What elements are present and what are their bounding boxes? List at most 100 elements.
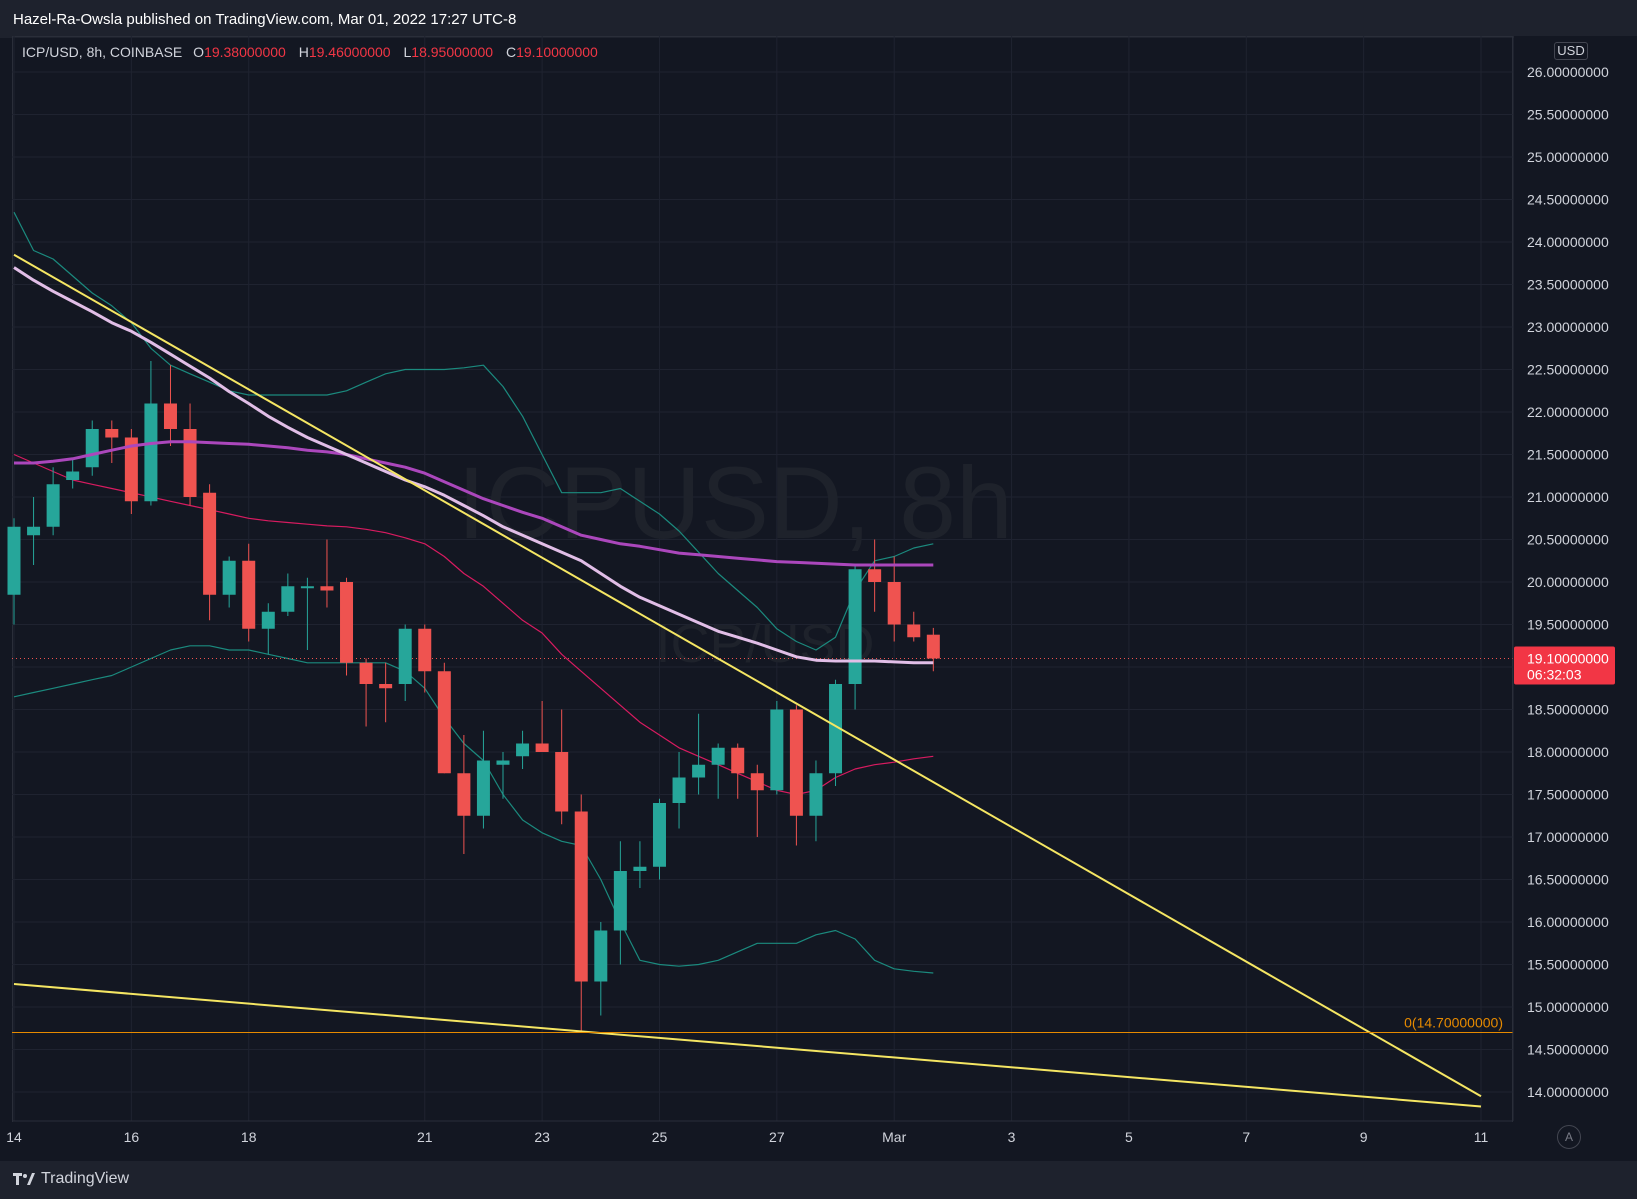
price-tick-label: 22.00000000: [1527, 404, 1609, 420]
time-tick-label: 3: [1008, 1129, 1016, 1145]
candle-body: [261, 611, 275, 629]
legend-low-key: L: [403, 44, 412, 60]
tradingview-logo-icon: [13, 1173, 35, 1185]
auto-scale-button[interactable]: A: [1557, 1125, 1581, 1149]
candle-body: [887, 582, 901, 625]
legend-open-key: O: [193, 44, 205, 60]
candle-body: [868, 569, 882, 582]
candle-body: [848, 569, 862, 684]
candle-body: [300, 586, 314, 589]
candle-body: [613, 871, 627, 931]
candle-body: [829, 684, 843, 774]
tradingview-logo[interactable]: TradingView: [13, 1170, 129, 1188]
price-tick-label: 25.00000000: [1527, 149, 1609, 165]
time-tick-label: 11: [1474, 1129, 1489, 1145]
candle-body: [750, 773, 764, 791]
candle-body: [907, 624, 921, 638]
price-tick-label: 18.00000000: [1527, 744, 1609, 760]
price-tick-label: 17.50000000: [1527, 787, 1609, 803]
price-tick-label: 26.00000000: [1527, 64, 1609, 80]
candle-body: [85, 429, 99, 468]
candle-body: [789, 709, 803, 816]
price-tag-countdown: 06:32:03: [1527, 667, 1582, 683]
bb-upper-line: [13, 211, 934, 651]
price-tick-label: 17.00000000: [1527, 829, 1609, 845]
legend-symbol: ICP/USD, 8h, COINBASE: [22, 44, 183, 60]
time-tick-label: 27: [769, 1129, 785, 1145]
candle-body: [672, 777, 686, 803]
candle-body: [144, 403, 158, 502]
candle-body: [340, 582, 354, 663]
symbol-watermark: ICPUSD, 8h: [457, 446, 1013, 560]
candle-body: [770, 709, 784, 791]
candle-body: [516, 743, 530, 757]
time-tick-label: Mar: [882, 1129, 906, 1145]
header-bar: [0, 0, 1637, 38]
trendline: [13, 253, 1482, 1098]
price-tick-label: 15.50000000: [1527, 957, 1609, 973]
legend-close-key: C: [505, 44, 517, 60]
candle-body: [476, 760, 490, 816]
price-axis-panel: [1514, 36, 1637, 1122]
legend-high-key: H: [298, 44, 309, 60]
price-tick-label: 23.00000000: [1527, 319, 1609, 335]
ma-slow-line: [14, 440, 934, 567]
legend-low: 18.95000000: [411, 44, 494, 60]
price-tag-box: [1514, 646, 1615, 685]
tradingview-brand: TradingView: [41, 1170, 130, 1187]
candle-body: [66, 471, 80, 480]
candle-body: [281, 586, 295, 612]
candle-body: [809, 773, 823, 816]
candle-body: [731, 747, 745, 774]
price-tick-label: 25.50000000: [1527, 107, 1609, 123]
bb-lower-line: [13, 645, 934, 974]
candlestick-series: [7, 361, 940, 1033]
fib-level-label: 0(14.70000000): [1404, 1015, 1503, 1031]
candle-body: [555, 752, 569, 812]
time-tick-label: 18: [241, 1129, 257, 1145]
legend-high: 19.46000000: [308, 44, 391, 60]
time-axis-panel: [12, 1122, 1637, 1161]
candle-body: [242, 560, 256, 629]
candle-body: [7, 526, 21, 595]
bb-basis-line: [13, 453, 934, 796]
candle-body: [320, 586, 334, 591]
footer-bar: [0, 1161, 1637, 1199]
price-tick-label: 20.50000000: [1527, 532, 1609, 548]
time-tick-label: 23: [534, 1129, 550, 1145]
candle-body: [222, 560, 236, 595]
candle-body: [574, 811, 588, 982]
price-tick-label: 22.50000000: [1527, 362, 1609, 378]
price-tick-label: 20.00000000: [1527, 574, 1609, 590]
candle-body: [124, 437, 138, 502]
time-tick-label: 5: [1125, 1129, 1133, 1145]
candle-body: [926, 634, 940, 659]
candle-body: [163, 403, 177, 429]
candle-body: [379, 684, 393, 689]
candle-body: [359, 662, 373, 684]
time-tick-label: 7: [1242, 1129, 1250, 1145]
time-tick-label: 16: [124, 1129, 140, 1145]
candle-body: [692, 764, 706, 778]
currency-badge[interactable]: USD: [1554, 42, 1588, 60]
price-tick-label: 24.00000000: [1527, 234, 1609, 250]
price-tick-label: 21.00000000: [1527, 489, 1609, 505]
candle-body: [418, 628, 432, 672]
price-tick-label: 16.50000000: [1527, 872, 1609, 888]
candle-body: [711, 747, 725, 765]
price-tick-label: 16.00000000: [1527, 914, 1609, 930]
time-tick-label: 9: [1360, 1129, 1368, 1145]
candle-body: [183, 429, 197, 497]
price-tick-label: 18.50000000: [1527, 702, 1609, 718]
time-tick-label: 14: [6, 1129, 22, 1145]
time-tick-label: 25: [652, 1129, 668, 1145]
candle-body: [594, 930, 608, 982]
candle-body: [437, 671, 451, 774]
candle-body: [457, 773, 471, 816]
bollinger-bands: [12, 211, 1513, 974]
grid-lines: [12, 36, 1513, 1121]
time-tick-label: 21: [417, 1129, 433, 1145]
price-tick-label: 19.50000000: [1527, 617, 1609, 633]
